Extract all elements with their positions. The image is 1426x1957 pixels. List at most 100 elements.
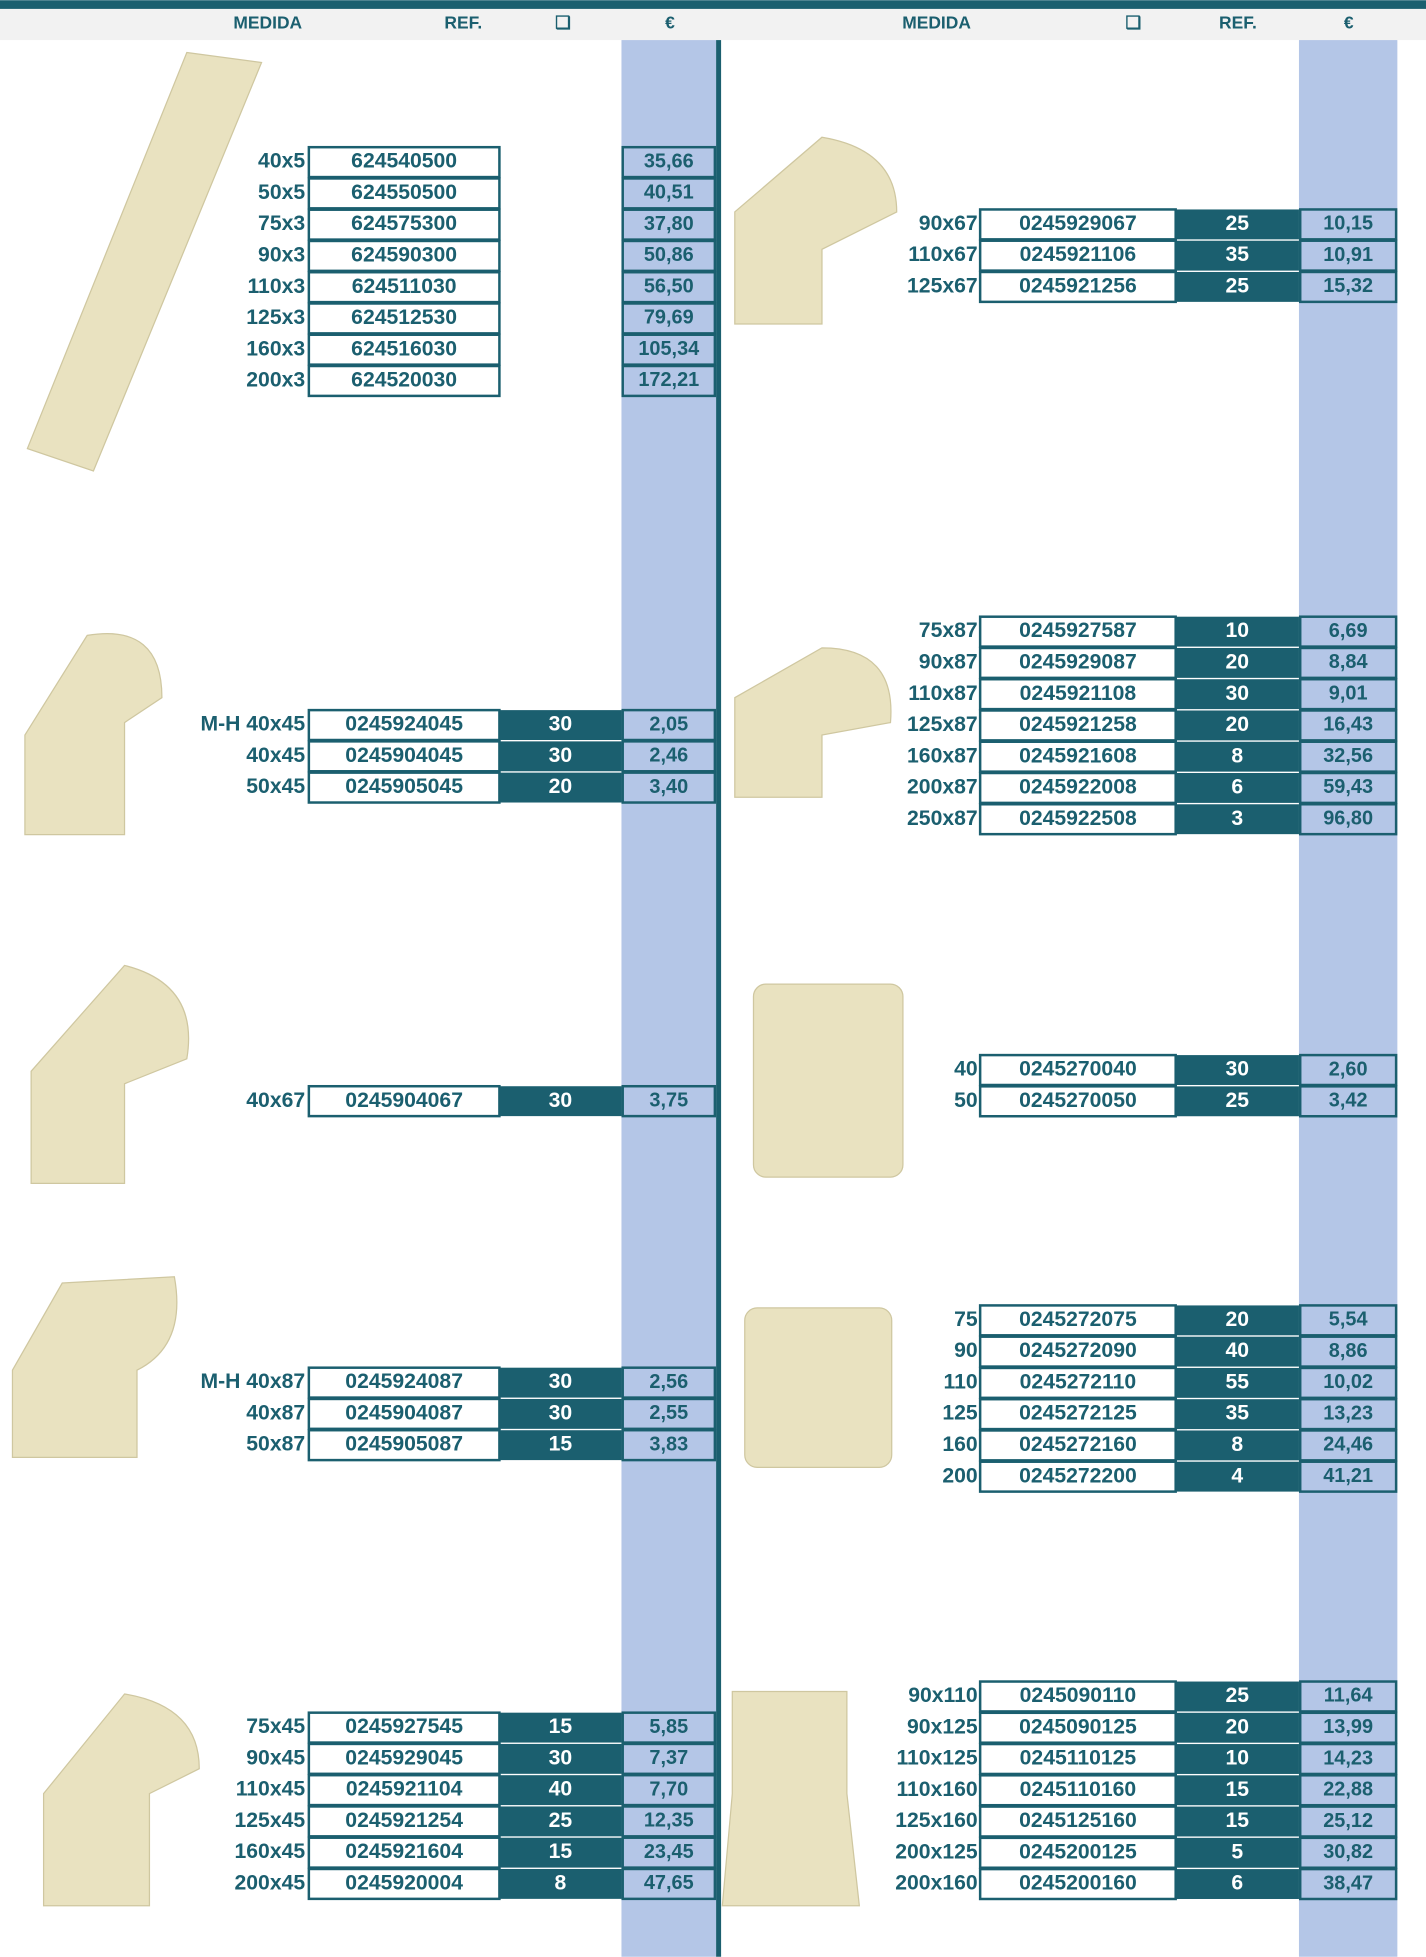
price-box	[621, 1867, 717, 1901]
ref: 0245922008	[1019, 776, 1137, 799]
medida: 110x160	[896, 1778, 977, 1801]
price-box	[1298, 1053, 1398, 1087]
ref: 0245272125	[1019, 1402, 1137, 1425]
price-box	[621, 1742, 717, 1776]
price: 3,75	[649, 1089, 688, 1111]
ref: 624550500	[351, 181, 457, 204]
qty-cell	[499, 1837, 622, 1868]
elbow-image	[42, 1693, 200, 1907]
price-box	[1298, 709, 1398, 742]
ref: 0245929087	[1019, 651, 1137, 674]
qty-cell	[1175, 1775, 1299, 1806]
qty-cell	[1175, 1744, 1299, 1774]
price: 3,40	[649, 776, 688, 798]
price-box	[1298, 1680, 1398, 1713]
ref-box	[978, 803, 1177, 836]
qty: 25	[1226, 275, 1250, 298]
medida: 200x160	[895, 1872, 977, 1895]
ref: 0245921106	[1020, 243, 1137, 266]
ref-box	[978, 1304, 1177, 1337]
qty-cell	[499, 1775, 622, 1806]
medida: 75	[954, 1308, 978, 1331]
price-box	[621, 740, 717, 773]
ref: 0245921604	[345, 1840, 463, 1863]
price-box	[621, 177, 717, 210]
ref-box	[307, 177, 501, 210]
price-box	[621, 708, 717, 742]
price: 105,34	[638, 338, 699, 360]
price-box	[1298, 239, 1398, 272]
medida: 125x160	[895, 1809, 977, 1832]
ref-box	[307, 1805, 501, 1838]
price: 8,84	[1329, 651, 1368, 673]
qty: 20	[1226, 651, 1250, 674]
price: 8,86	[1329, 1340, 1368, 1362]
ref: 624511030	[352, 275, 457, 298]
ref: 0245921608	[1019, 744, 1137, 767]
ref: 0245921254	[345, 1809, 463, 1832]
pipe-image	[26, 51, 263, 472]
medida: 40x87	[246, 1401, 305, 1424]
ref: 0245110160	[1020, 1778, 1137, 1801]
price: 59,43	[1323, 776, 1373, 798]
price: 41,21	[1323, 1465, 1373, 1487]
qty-cell	[1175, 741, 1299, 772]
price-box	[1298, 615, 1398, 648]
qty: 55	[1226, 1370, 1250, 1393]
price: 35,66	[644, 150, 694, 172]
price: 24,46	[1323, 1434, 1373, 1456]
price: 2,60	[1329, 1058, 1368, 1080]
price-box	[621, 1397, 717, 1431]
medida: M-H 40x45	[200, 713, 305, 736]
qty-cell	[1175, 271, 1299, 302]
price: 2,05	[649, 713, 688, 735]
price: 7,37	[649, 1747, 688, 1769]
price: 47,65	[644, 1872, 694, 1894]
price-box	[1298, 1397, 1398, 1431]
ref: 624540500	[351, 150, 457, 173]
price-box	[1298, 1460, 1398, 1493]
medida: 50x87	[246, 1433, 305, 1456]
price: 2,46	[649, 745, 688, 767]
price: 7,70	[649, 1778, 688, 1800]
qty: 40	[1226, 1339, 1250, 1362]
qty-cell	[499, 1743, 622, 1774]
qty: 6	[1231, 1872, 1243, 1895]
price-box	[621, 208, 717, 241]
medida: 200	[942, 1464, 977, 1487]
qty: 15	[1226, 1778, 1250, 1801]
elbow-image	[24, 633, 163, 836]
ref: 0245090125	[1019, 1715, 1137, 1738]
price: 9,01	[1329, 682, 1368, 704]
qty-cell	[1175, 1837, 1299, 1868]
qty-cell	[1175, 710, 1299, 741]
ref-box	[307, 208, 501, 241]
price-box	[1298, 1867, 1398, 1901]
ref-box	[978, 1867, 1177, 1901]
ref: 0245927545	[345, 1715, 463, 1738]
medida: 110x45	[236, 1778, 306, 1801]
ref-box	[307, 1742, 501, 1776]
qty: 30	[549, 1089, 573, 1112]
medida: 90x87	[919, 651, 978, 674]
price-stripe	[1298, 40, 1398, 1957]
price-box	[621, 1428, 717, 1462]
qty: 35	[1226, 243, 1250, 266]
medida: 90x110	[908, 1684, 977, 1707]
ref: 0245270040	[1019, 1058, 1137, 1081]
price-box	[1298, 1711, 1398, 1744]
medida: 110	[944, 1370, 978, 1393]
price: 32,56	[1323, 745, 1373, 767]
ref: 0245922508	[1019, 807, 1137, 830]
price-box	[1298, 208, 1398, 241]
ref: 0245904087	[345, 1401, 463, 1424]
ref-box	[978, 1680, 1177, 1713]
qty-cell	[1175, 240, 1299, 271]
medida: 90	[954, 1339, 978, 1362]
price-box	[621, 1366, 717, 1399]
qty-cell	[499, 772, 622, 803]
qty-cell	[499, 1367, 622, 1398]
medida: 125x3	[246, 306, 305, 329]
price-box	[621, 1711, 717, 1744]
price: 2,56	[649, 1371, 688, 1393]
